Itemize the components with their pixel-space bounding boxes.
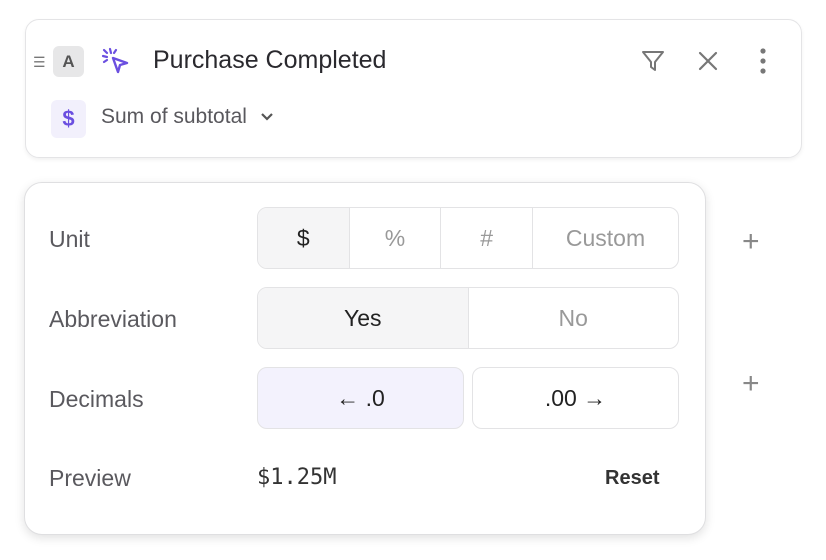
add-button[interactable]: +	[742, 367, 760, 400]
unit-option-percent[interactable]: %	[348, 208, 441, 268]
increase-decimals-button[interactable]: .00 →	[472, 367, 679, 429]
unit-option-dollar[interactable]: $	[258, 208, 349, 268]
format-popover: Unit $ % # Custom Abbreviation Yes No De…	[24, 182, 706, 535]
abbreviation-yes[interactable]: Yes	[258, 288, 468, 348]
abbreviation-selector: Yes No	[257, 287, 679, 349]
event-card: ☰ A Purchase Completed $ Sum of subtotal	[25, 19, 802, 158]
drag-handle-icon[interactable]: ☰	[33, 54, 46, 70]
event-title[interactable]: Purchase Completed	[153, 46, 387, 74]
add-button[interactable]: +	[742, 225, 760, 258]
preview-value: $1.25M	[257, 465, 337, 490]
unit-option-custom[interactable]: Custom	[531, 208, 678, 268]
abbreviation-no[interactable]: No	[467, 288, 679, 348]
measure-dropdown[interactable]: Sum of subtotal	[101, 105, 275, 129]
reset-button[interactable]: Reset	[605, 467, 660, 489]
more-vertical-icon[interactable]	[759, 47, 767, 75]
filter-icon[interactable]	[640, 48, 666, 74]
decrease-decimals-button[interactable]: ← .0	[257, 367, 464, 429]
cursor-click-icon	[101, 47, 129, 74]
unit-option-number[interactable]: #	[440, 208, 532, 268]
series-letter-badge: A	[53, 46, 84, 77]
chevron-down-icon	[260, 113, 273, 121]
preview-label: Preview	[49, 465, 131, 491]
abbreviation-label: Abbreviation	[49, 306, 177, 332]
close-icon[interactable]	[697, 50, 719, 72]
unit-selector: $ % # Custom	[257, 207, 679, 269]
measure-label: Sum of subtotal	[101, 105, 247, 128]
decimals-label: Decimals	[49, 386, 144, 412]
unit-label: Unit	[49, 226, 90, 252]
dollar-icon: $	[51, 100, 86, 138]
